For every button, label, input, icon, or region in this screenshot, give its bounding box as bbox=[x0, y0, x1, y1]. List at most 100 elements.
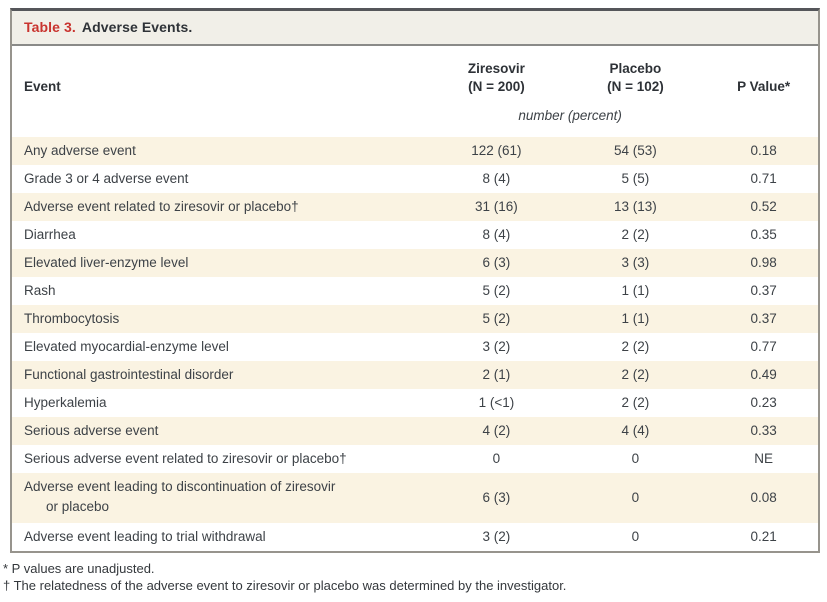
placebo-value-cell: 2 (2) bbox=[621, 338, 650, 354]
column-header-pvalue: P Value* bbox=[709, 46, 818, 102]
pvalue-cell: 0.77 bbox=[750, 338, 777, 354]
table-row: Serious adverse event related to ziresov… bbox=[12, 444, 818, 473]
ziresovir-value-cell: 6 (3) bbox=[482, 489, 511, 505]
event-cell: Diarrhea bbox=[12, 221, 431, 249]
table-row: Diarrhea 8 (4) 2 (2) 0.35 bbox=[12, 220, 818, 249]
placebo-value-cell: 54 (53) bbox=[614, 142, 657, 158]
event-label: Elevated myocardial-enzyme level bbox=[24, 338, 229, 354]
table-title-bar: Table 3. Adverse Events. bbox=[12, 11, 818, 46]
event-label: Serious adverse event related to ziresov… bbox=[24, 450, 347, 466]
placebo-value-cell: 0 bbox=[631, 528, 640, 544]
column-header-placebo-name: Placebo bbox=[609, 61, 662, 76]
event-label: Serious adverse event bbox=[24, 422, 159, 438]
adverse-events-table: Event Ziresovir (N = 200) Placebo (N = 1… bbox=[12, 46, 818, 551]
ziresovir-value-cell: 5 (2) bbox=[482, 310, 511, 326]
pvalue-cell: 0.08 bbox=[750, 489, 777, 505]
event-cell: Adverse event leading to trial withdrawa… bbox=[12, 523, 431, 551]
ziresovir-value-cell: 2 (1) bbox=[482, 366, 511, 382]
ziresovir-value-cell: 8 (4) bbox=[482, 226, 511, 242]
footnotes: * P values are unadjusted. † The related… bbox=[3, 560, 566, 594]
event-cell: Elevated myocardial-enzyme level bbox=[12, 333, 431, 361]
ziresovir-value-cell: 5 (2) bbox=[482, 282, 511, 298]
placebo-value-cell: 2 (2) bbox=[621, 366, 650, 382]
table-row: Adverse event leading to trial withdrawa… bbox=[12, 522, 818, 551]
event-label: Adverse event leading to discontinuation… bbox=[24, 478, 336, 494]
event-label: Diarrhea bbox=[24, 226, 76, 242]
placebo-value-cell: 5 (5) bbox=[621, 170, 650, 186]
column-header-placebo: Placebo (N = 102) bbox=[561, 46, 710, 102]
table-title-text: Adverse Events. bbox=[81, 19, 193, 35]
table-row: Elevated liver-enzyme level 6 (3) 3 (3) 0.9… bbox=[12, 248, 818, 277]
event-label: Adverse event leading to trial withdrawa… bbox=[24, 528, 266, 544]
event-label: Rash bbox=[24, 282, 56, 298]
ziresovir-value-cell: 3 (2) bbox=[482, 338, 511, 354]
pvalue-cell: 0.35 bbox=[750, 226, 777, 242]
table-row: Grade 3 or 4 adverse event 8 (4) 5 (5) 0.71 bbox=[12, 164, 818, 193]
table-row: Hyperkalemia 1 (<1) 2 (2) 0.23 bbox=[12, 388, 818, 417]
units-spacer-right bbox=[709, 101, 818, 137]
pvalue-cell: 0.21 bbox=[750, 528, 777, 544]
table-row: Elevated myocardial-enzyme level 3 (2) 2 (… bbox=[12, 332, 818, 361]
pvalue-cell: 0.23 bbox=[750, 394, 777, 410]
pvalue-cell: 0.71 bbox=[750, 170, 777, 186]
event-cell: Adverse event leading to discontinuation… bbox=[12, 473, 431, 523]
event-cell: Adverse event related to ziresovir or pl… bbox=[12, 193, 431, 221]
placebo-value-cell: 2 (2) bbox=[621, 226, 650, 242]
table-header: Event Ziresovir (N = 200) Placebo (N = 1… bbox=[12, 46, 818, 137]
ziresovir-value-cell: 0 bbox=[492, 450, 501, 466]
pvalue-cell: NE bbox=[754, 450, 773, 466]
event-cell: Rash bbox=[12, 277, 431, 305]
ziresovir-value-cell: 8 (4) bbox=[482, 170, 511, 186]
units-row: number (percent) bbox=[12, 101, 818, 137]
event-cell: Thrombocytosis bbox=[12, 305, 431, 333]
event-cell: Functional gastrointestinal disorder bbox=[12, 361, 431, 389]
column-header-ziresovir-name: Ziresovir bbox=[467, 61, 525, 76]
event-label: Functional gastrointestinal disorder bbox=[24, 366, 234, 382]
event-label: Any adverse event bbox=[24, 142, 136, 158]
ziresovir-value-cell: 4 (2) bbox=[482, 422, 511, 438]
adverse-events-table-card: Table 3. Adverse Events. Event Ziresovir … bbox=[10, 8, 820, 553]
ziresovir-value-cell: 31 (16) bbox=[475, 198, 518, 214]
table-number-label: Table 3. bbox=[24, 19, 76, 35]
event-label-line2: or placebo bbox=[46, 498, 110, 514]
column-header-ziresovir: Ziresovir (N = 200) bbox=[431, 46, 562, 102]
units-spacer-left bbox=[12, 101, 432, 137]
event-label: Hyperkalemia bbox=[24, 394, 107, 410]
placebo-value-cell: 3 (3) bbox=[621, 254, 650, 270]
placebo-value-cell: 13 (13) bbox=[614, 198, 657, 214]
table-row: Functional gastrointestinal disorder 2 (1… bbox=[12, 360, 818, 389]
placebo-value-cell: 0 bbox=[631, 450, 640, 466]
event-cell: Hyperkalemia bbox=[12, 389, 431, 417]
column-header-event: Event bbox=[12, 46, 432, 102]
footnote-pvalues: * P values are unadjusted. bbox=[3, 561, 155, 576]
placebo-value-cell: 2 (2) bbox=[621, 394, 650, 410]
pvalue-cell: 0.18 bbox=[750, 142, 777, 158]
placebo-value-cell: 0 bbox=[631, 489, 640, 505]
ziresovir-value-cell: 122 (61) bbox=[471, 142, 522, 158]
ziresovir-value-cell: 6 (3) bbox=[482, 254, 511, 270]
ziresovir-value-cell: 3 (2) bbox=[482, 528, 511, 544]
pvalue-cell: 0.37 bbox=[750, 282, 777, 298]
event-cell: Any adverse event bbox=[12, 137, 431, 165]
header-row: Event Ziresovir (N = 200) Placebo (N = 1… bbox=[12, 46, 818, 102]
pvalue-cell: 0.49 bbox=[750, 366, 777, 382]
placebo-value-cell: 1 (1) bbox=[621, 282, 650, 298]
table-row: Adverse event leading to discontinuation… bbox=[12, 472, 818, 523]
placebo-value-cell: 4 (4) bbox=[621, 422, 650, 438]
units-label: number (percent) bbox=[431, 101, 710, 137]
table-row: Thrombocytosis 5 (2) 1 (1) 0.37 bbox=[12, 304, 818, 333]
pvalue-cell: 0.52 bbox=[750, 198, 777, 214]
pvalue-cell: 0.37 bbox=[750, 310, 777, 326]
column-header-placebo-n: (N = 102) bbox=[607, 78, 664, 94]
footnote-relatedness: † The relatedness of the adverse event t… bbox=[3, 578, 567, 593]
event-cell: Elevated liver-enzyme level bbox=[12, 249, 431, 277]
placebo-value-cell: 1 (1) bbox=[621, 310, 650, 326]
event-cell: Grade 3 or 4 adverse event bbox=[12, 165, 431, 193]
table-row: Adverse event related to ziresovir or pl… bbox=[12, 192, 818, 221]
pvalue-cell: 0.98 bbox=[750, 254, 777, 270]
table-row: Serious adverse event 4 (2) 4 (4) 0.33 bbox=[12, 416, 818, 445]
table-row: Any adverse event 122 (61) 54 (53) 0.18 bbox=[12, 136, 818, 165]
table-row: Rash 5 (2) 1 (1) 0.37 bbox=[12, 276, 818, 305]
table-body: Any adverse event 122 (61) 54 (53) 0.18 Grad… bbox=[12, 136, 818, 551]
